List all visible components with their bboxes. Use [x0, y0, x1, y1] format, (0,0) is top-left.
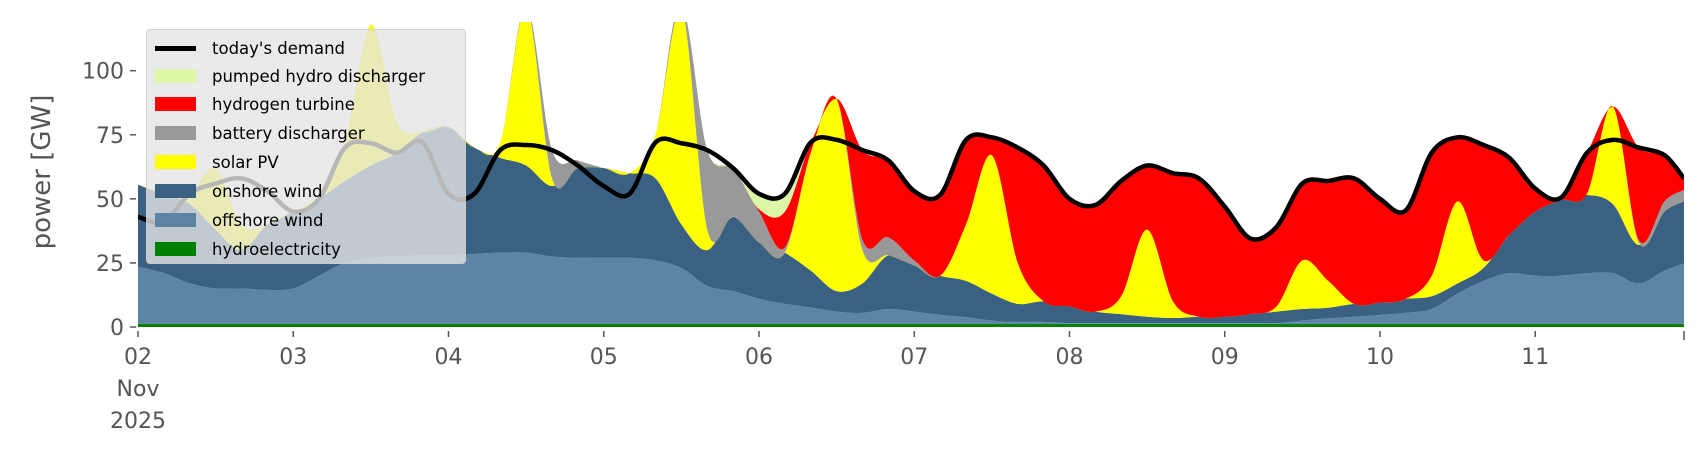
x-tick-label: 05	[590, 345, 618, 370]
x-tick-label: 08	[1055, 345, 1083, 370]
x-tick-label: 10	[1366, 345, 1394, 370]
legend-label: today's demand	[212, 38, 346, 58]
x-tick-label: 06	[745, 345, 773, 370]
legend-swatch	[155, 184, 196, 198]
area-onshore-wind	[138, 126, 1684, 324]
legend-label: solar PV	[212, 152, 279, 172]
x-tick-label: 09	[1211, 345, 1239, 370]
legend-swatch	[155, 242, 196, 256]
legend-item-offshore: offshore wind	[155, 208, 323, 232]
x-tick-label: 04	[434, 345, 462, 370]
x-tick-label: 03	[279, 345, 307, 370]
legend-item-battery: battery discharger	[155, 121, 365, 145]
y-tick-label: 75	[96, 124, 124, 149]
y-tick-label: 0	[110, 316, 124, 341]
x-tick-sublabel: 2025	[110, 409, 166, 434]
legend-item-pumped-hydro: pumped hydro discharger	[155, 64, 425, 88]
legend-item-solar: solar PV	[155, 150, 279, 174]
legend-label: hydroelectricity	[212, 239, 341, 259]
legend-label: pumped hydro discharger	[212, 66, 426, 86]
x-tick-label: 11	[1521, 345, 1549, 370]
y-tick-label: 25	[96, 252, 124, 277]
y-tick-label: 50	[96, 188, 124, 213]
area-offshore-wind	[138, 252, 1684, 324]
legend-label: hydrogen turbine	[212, 94, 355, 114]
legend-swatch	[155, 97, 196, 111]
area-battery-discharger	[138, 22, 1684, 318]
legend: today's demand pumped hydro discharger h…	[146, 29, 466, 264]
legend-label: onshore wind	[212, 181, 323, 201]
legend-item-hydrogen: hydrogen turbine	[155, 92, 355, 116]
y-tick-label: 100	[82, 60, 124, 85]
legend-item-demand: today's demand	[155, 36, 345, 60]
x-tick-label: 07	[900, 345, 928, 370]
area-hydrogen-turbine	[138, 22, 1684, 318]
x-tick-label: 02	[124, 345, 152, 370]
legend-swatch	[155, 155, 196, 169]
y-axis-label: power [GW]	[27, 95, 57, 250]
area-solar-pv	[138, 22, 1684, 319]
legend-swatch	[155, 126, 196, 140]
legend-swatch	[155, 69, 196, 83]
x-tick-sublabel: Nov	[117, 377, 160, 402]
legend-label: offshore wind	[212, 210, 324, 230]
legend-swatch	[155, 45, 196, 51]
area-hydroelectricity	[138, 323, 1684, 327]
legend-item-hydro: hydroelectricity	[155, 237, 341, 261]
axes: 0 25 50 75 100 02 Nov 2025 03 04 05 06 07 08 09 10 11	[82, 60, 1685, 434]
legend-label: battery discharger	[212, 123, 365, 143]
legend-swatch	[155, 213, 196, 227]
stacked-areas	[138, 22, 1684, 327]
legend-item-onshore: onshore wind	[155, 179, 323, 203]
